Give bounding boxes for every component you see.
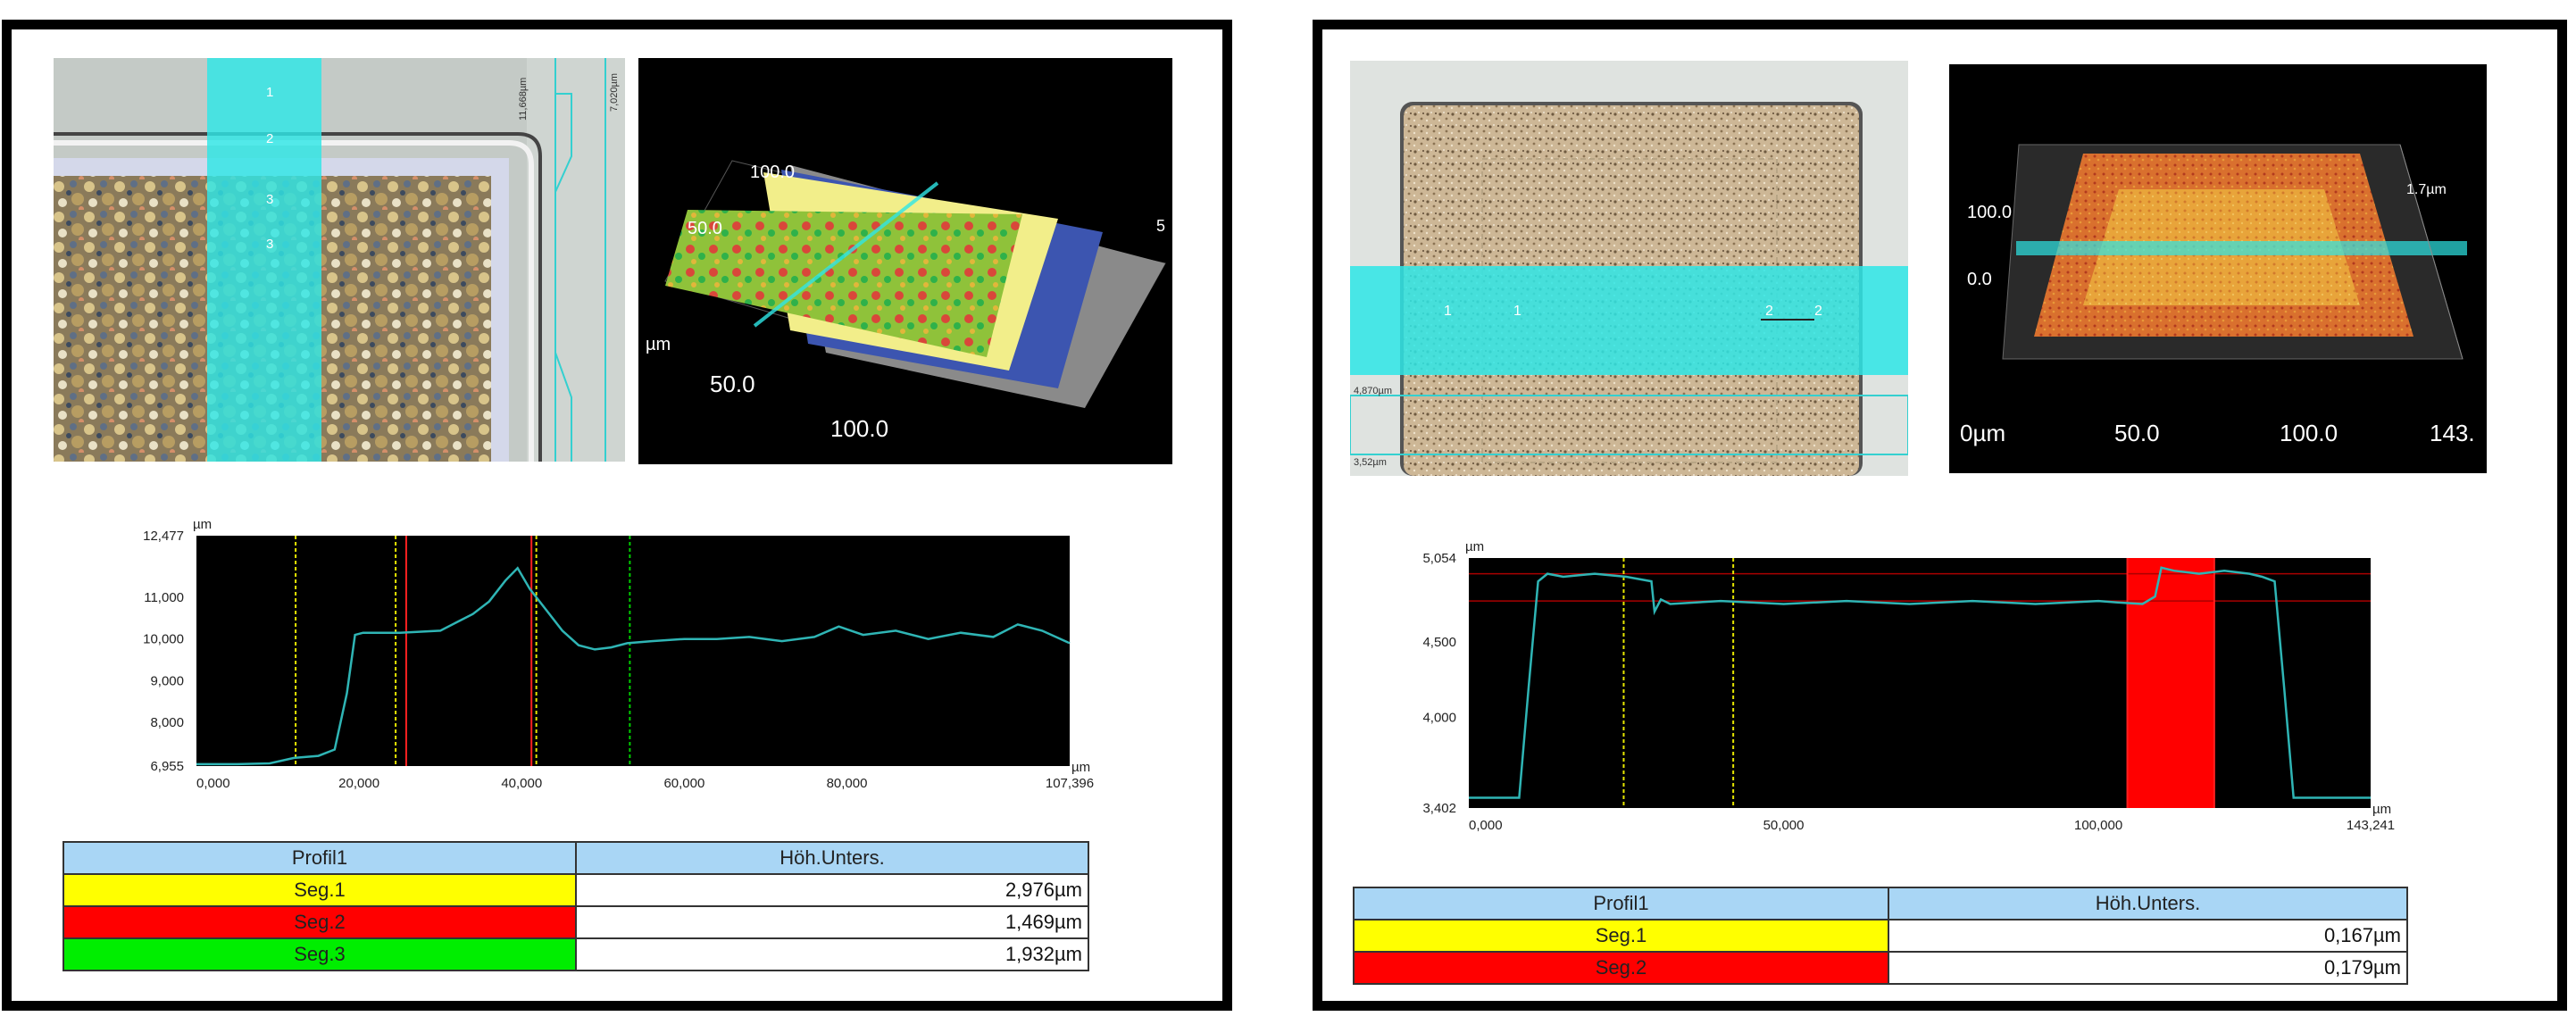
left-3d-view: 100.0 50.0 µm 50.0 100.0 5 (638, 58, 1172, 464)
right-3d-axis-label-1: 100.0 (1967, 203, 2013, 222)
right-micro-marker-4: 2 (1814, 304, 1822, 319)
right-chart-y-tick-0: 5,054 (1422, 551, 1456, 566)
left-profile-chart: 12,477 11,000 10,000 9,000 8,000 6,955 0,000 20… (143, 517, 1094, 791)
left-table-header-row: Profil1 Höh.Unters. (63, 841, 1089, 875)
right-micro-marker-2: 1 (1513, 304, 1521, 319)
right-seg1-label: Seg.1 (1353, 919, 1889, 953)
right-microscope-image: 1 1 2 2 4,870µm 3,52µm (1350, 61, 1908, 476)
right-microscope-drawing (1350, 61, 1908, 476)
left-table-row-seg2: Seg.2 1,469µm (63, 905, 1089, 939)
right-chart-highlight-band (2127, 558, 2214, 808)
left-results-table: Profil1 Höh.Unters. Seg.1 2,976µm Seg.2 … (63, 841, 1089, 971)
right-micro-marker-1: 1 (1444, 304, 1452, 319)
left-seg2-value: 1,469µm (575, 905, 1089, 939)
left-chart-y-tick-3: 9,000 (150, 673, 184, 688)
right-chart-x-unit: µm (2372, 802, 2391, 817)
left-microscope-drawing (54, 58, 625, 462)
left-micro-marker-1: 1 (266, 85, 274, 100)
left-seg3-value: 1,932µm (575, 937, 1089, 971)
right-chart-x-tick-0: 0,000 (1469, 818, 1503, 833)
left-microscope-image: 1 2 3 3 11,668µm 7,020µm (54, 58, 625, 462)
left-micro-marker-3: 3 (266, 192, 274, 207)
left-seg1-value: 2,976µm (575, 873, 1089, 907)
right-chart-y-tick-1: 4,500 (1422, 635, 1456, 650)
right-seg2-value: 0,179µm (1888, 951, 2408, 985)
right-3d-axis-label-3: 1.7µm (2406, 182, 2447, 197)
left-table-header-height: Höh.Unters. (575, 841, 1089, 875)
left-chart-y-tick-5: 6,955 (150, 759, 184, 774)
left-chart-y-tick-0: 12,477 (143, 529, 184, 544)
left-chart-y-unit: µm (193, 517, 212, 532)
right-3d-surface (2002, 144, 2467, 360)
left-3d-axis-label-5: 100.0 (830, 415, 889, 442)
right-table-header-height: Höh.Unters. (1888, 887, 2408, 921)
right-table-header-row: Profil1 Höh.Unters. (1353, 887, 2408, 921)
right-seg1-value: 0,167µm (1888, 919, 2408, 953)
right-chart-x-tick-3: 143,241 (2347, 818, 2395, 833)
left-chart-x-unit: µm (1071, 760, 1090, 775)
left-3d-axis-label-1: 100.0 (750, 162, 796, 182)
right-chart-y-unit: µm (1465, 539, 1484, 554)
left-table-header-profile: Profil1 (63, 841, 577, 875)
right-chart-profile-line (1469, 566, 2371, 799)
right-micro-scale-label-2: 3,52µm (1354, 457, 1387, 468)
left-3d-axis-label-4: 50.0 (710, 371, 755, 397)
right-3d-axis-label-7: 143. (2430, 420, 2475, 446)
left-seg2-label: Seg.2 (63, 905, 577, 939)
left-3d-surface (664, 160, 1166, 408)
left-3d-axis-label-3: µm (646, 335, 671, 354)
right-table-row-seg2: Seg.2 0,179µm (1353, 951, 2408, 985)
left-chart-x-tick-0: 0,000 (196, 776, 230, 791)
right-chart-plot-area (1469, 558, 2371, 808)
left-chart-x-tick-4: 80,000 (827, 776, 868, 791)
left-seg3-label: Seg.3 (63, 937, 577, 971)
right-3d-axis-label-5: 50.0 (2114, 420, 2160, 446)
left-chart-x-tick-2: 40,000 (501, 776, 542, 791)
right-3d-axis-label-6: 100.0 (2280, 420, 2338, 446)
left-chart-y-tick-1: 11,000 (144, 590, 184, 605)
left-chart-x-tick-5: 107,396 (1046, 776, 1094, 791)
left-chart-y-tick-4: 8,000 (150, 715, 184, 730)
left-chart-plot-area (196, 536, 1070, 766)
right-micro-marker-3: 2 (1765, 304, 1773, 319)
left-3d-axis-label-2: 50.0 (688, 219, 722, 238)
right-3d-axis-label-4: 0µm (1960, 420, 2006, 446)
right-chart-x-tick-2: 100,000 (2074, 818, 2122, 833)
left-micro-marker-2: 2 (266, 131, 274, 146)
left-seg1-label: Seg.1 (63, 873, 577, 907)
right-table-header-profile: Profil1 (1353, 887, 1889, 921)
left-chart-x-tick-3: 60,000 (663, 776, 704, 791)
right-results-table: Profil1 Höh.Unters. Seg.1 0,167µm Seg.2 … (1353, 887, 2408, 985)
right-table-row-seg1: Seg.1 0,167µm (1353, 919, 2408, 953)
left-chart-y-tick-2: 10,000 (143, 632, 184, 647)
left-micro-marker-4: 3 (266, 237, 274, 252)
left-chart-profile-line (196, 566, 1071, 766)
right-seg2-label: Seg.2 (1353, 951, 1889, 985)
right-chart-x-tick-1: 50,000 (1763, 818, 1805, 833)
left-table-row-seg3: Seg.3 1,932µm (63, 937, 1089, 971)
right-chart-y-tick-3: 3,402 (1422, 801, 1456, 816)
left-3d-axis-label-6: 5 (1156, 217, 1166, 235)
right-micro-scale-label-1: 4,870µm (1354, 386, 1393, 396)
right-3d-axis-label-2: 0.0 (1967, 270, 1992, 289)
left-chart-x-tick-1: 20,000 (338, 776, 379, 791)
right-chart-y-tick-2: 4,000 (1422, 711, 1456, 726)
right-3d-view: 100.0 0.0 1.7µm 0µm 50.0 100.0 143. (1949, 64, 2487, 473)
left-table-row-seg1: Seg.1 2,976µm (63, 873, 1089, 907)
